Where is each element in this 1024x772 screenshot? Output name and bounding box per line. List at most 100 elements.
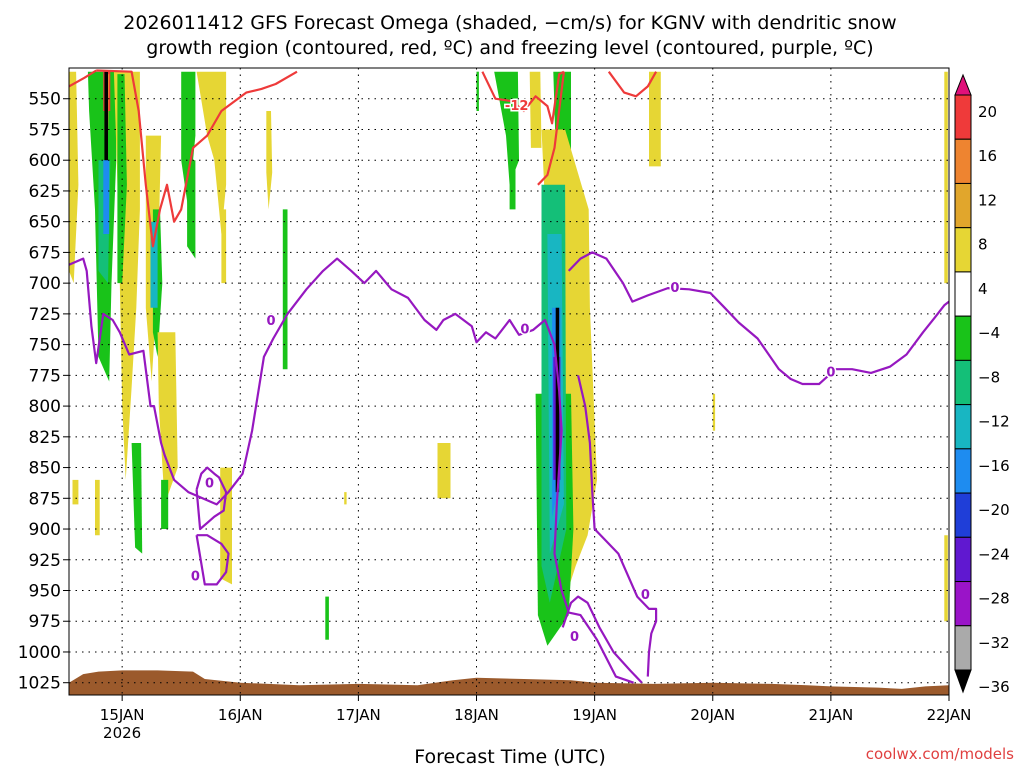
contour-label-3: 0	[205, 476, 214, 491]
colorbar-bin-7	[954, 404, 972, 450]
contour-label-6: 0	[826, 366, 835, 381]
omega-region-15	[161, 479, 169, 529]
contour-label-4: 0	[191, 570, 200, 585]
contour-label-0: -12	[505, 99, 529, 114]
y-tick-label-600: 600	[29, 151, 61, 171]
dgz-contour-3	[537, 71, 565, 186]
contour-label-5: 0	[670, 281, 679, 296]
y-tick-label-800: 800	[29, 397, 61, 417]
colorbar-label-2: 12	[978, 191, 997, 209]
chart-title: 2026011412 GFS Forecast Omega (shaded, −…	[123, 12, 896, 34]
colorbar-label-5: −4	[978, 324, 1000, 342]
colorbar-top-arrow	[954, 73, 972, 96]
colorbar: 20 16 12 8 4 −4 −8 −12 −16 −20 −24 −28 −32 −36	[954, 73, 1010, 696]
x-tick-label-20JAN: 20JAN	[690, 706, 735, 724]
dgz-contour-0	[69, 69, 97, 88]
x-tick-label-16JAN: 16JAN	[218, 706, 263, 724]
y-tick-label-575: 575	[29, 120, 61, 140]
y-tick-label-850: 850	[29, 459, 61, 479]
omega-region-27	[476, 71, 479, 111]
omega-region-31	[649, 71, 661, 167]
colorbar-label-1: 16	[978, 147, 997, 165]
omega-region-21	[221, 209, 227, 284]
x-tick-label-17JAN: 17JAN	[336, 706, 381, 724]
y-tick-label-1000: 1000	[18, 643, 61, 663]
omega-region-30	[509, 123, 516, 210]
y-tick-label-675: 675	[29, 243, 61, 263]
colorbar-label-3: 8	[978, 236, 988, 254]
credit-text: coolwx.com/models	[866, 745, 1014, 763]
colorbar-bin-8	[954, 448, 972, 494]
colorbar-label-10: −24	[978, 545, 1010, 563]
dendritic-growth-contours	[69, 69, 658, 248]
contour-label-7: 0	[641, 588, 650, 603]
dgz-contour-2	[481, 70, 565, 125]
omega-region-14	[157, 332, 178, 505]
omega-region-22	[266, 111, 273, 210]
colorbar-bin-2	[954, 182, 972, 229]
terrain	[69, 670, 949, 695]
omega-shading	[69, 71, 948, 646]
y-tick-label-975: 975	[29, 612, 61, 632]
y-tick-label-650: 650	[29, 213, 61, 233]
y-tick-label-1025: 1025	[18, 674, 61, 694]
colorbar-label-7: −12	[978, 413, 1010, 431]
omega-region-26	[437, 443, 451, 499]
colorbar-bin-12	[954, 625, 972, 671]
colorbar-label-9: −20	[978, 501, 1010, 519]
omega-region-43	[944, 535, 948, 622]
plot-area: -12 0 0 0 0 0 0 0 0	[69, 68, 949, 695]
x-tick-sublabel-15JAN: 2026	[103, 724, 141, 742]
colorbar-label-0: 20	[978, 103, 997, 121]
x-tick-label-19JAN: 19JAN	[572, 706, 617, 724]
x-axis-label: Forecast Time (UTC)	[414, 746, 605, 768]
x-tick-label-21JAN: 21JAN	[809, 706, 854, 724]
freezing-contour-4	[577, 375, 658, 677]
dgz-contour-1	[96, 69, 298, 248]
colorbar-bin-9	[954, 492, 972, 538]
y-tick-label-725: 725	[29, 305, 61, 325]
omega-region-42	[944, 71, 948, 284]
colorbar-bin-0	[954, 94, 972, 140]
colorbar-label-4: 4	[978, 280, 988, 298]
freezing-contour-0	[69, 257, 634, 684]
omega-region-29	[529, 71, 542, 148]
colorbar-bin-5	[954, 315, 972, 361]
colorbar-bin-6	[954, 359, 972, 406]
x-tick-label-15JAN: 15JAN	[100, 706, 145, 724]
omega-region-18	[187, 160, 196, 259]
colorbar-bin-4	[954, 271, 972, 317]
chart-subtitle: growth region (contoured, red, ºC) and f…	[146, 37, 873, 59]
freezing-contour-2	[195, 534, 230, 586]
x-tick-label-18JAN: 18JAN	[454, 706, 499, 724]
y-tick-label-925: 925	[29, 551, 61, 571]
omega-region-17	[181, 71, 196, 210]
y-axis: 550 575 600 625 650 675 700 725 750 775 800 825 850 8…	[18, 90, 69, 694]
omega-region-2	[95, 479, 100, 536]
freezing-contour-3	[567, 251, 949, 386]
omega-region-40	[555, 307, 560, 493]
colorbar-bin-10	[954, 536, 972, 583]
contour-labels: -12 0 0 0 0 0 0 0 0	[189, 97, 837, 646]
omega-region-32	[712, 393, 716, 431]
y-tick-label-875: 875	[29, 489, 61, 509]
y-tick-label-825: 825	[29, 428, 61, 448]
contour-label-8: 0	[570, 630, 579, 645]
y-tick-label-750: 750	[29, 336, 61, 356]
y-tick-label-550: 550	[29, 90, 61, 110]
dgz-contour-4	[607, 71, 658, 98]
omega-region-24	[282, 209, 288, 370]
gridlines	[69, 68, 949, 695]
colorbar-label-12: −32	[978, 634, 1010, 652]
colorbar-label-8: −16	[978, 457, 1010, 475]
plot-frame	[68, 67, 950, 696]
colorbar-bin-1	[954, 138, 972, 184]
freezing-contour-5	[561, 595, 643, 684]
omega-region-10	[103, 160, 110, 234]
contour-label-1: 0	[266, 314, 275, 329]
freezing-contour-1	[195, 466, 228, 531]
terrain-fill	[69, 670, 949, 695]
